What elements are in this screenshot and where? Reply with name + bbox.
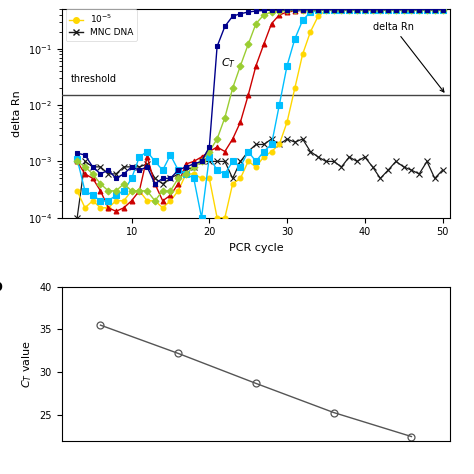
- Text: b: b: [0, 279, 2, 294]
- Y-axis label: delta Rn: delta Rn: [12, 90, 22, 137]
- Text: delta Rn: delta Rn: [373, 21, 444, 92]
- Legend: $10^{-5}$, MNC DNA: $10^{-5}$, MNC DNA: [65, 9, 137, 41]
- Text: threshold: threshold: [71, 74, 117, 84]
- Text: $C_T$: $C_T$: [221, 56, 236, 70]
- Y-axis label: $C_T$ value: $C_T$ value: [20, 339, 34, 388]
- X-axis label: PCR cycle: PCR cycle: [228, 243, 283, 253]
